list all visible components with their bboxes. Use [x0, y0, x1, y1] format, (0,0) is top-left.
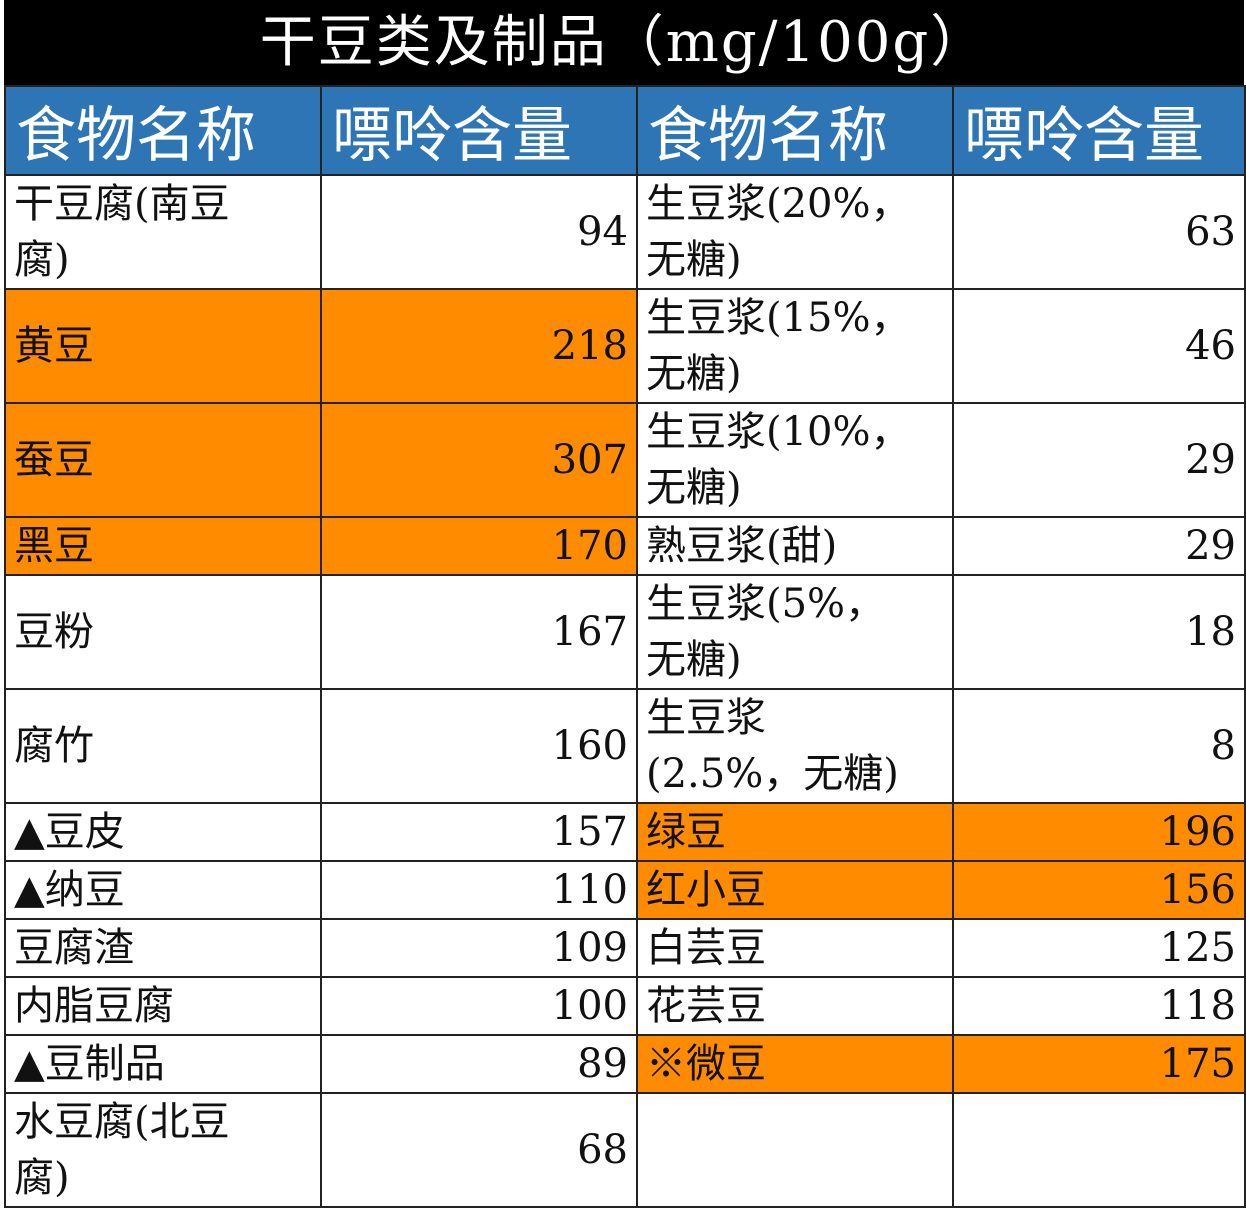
purine-value: 307	[320, 402, 638, 518]
food-name: 豆腐渣	[14, 925, 134, 971]
purine-value	[952, 1092, 1246, 1208]
food-name: ▲豆制品	[14, 1041, 165, 1087]
table-row: 腐竹 160 生豆浆(2.5%，无糖) 8	[4, 688, 1246, 804]
purine-value: 170	[320, 516, 638, 576]
table-row: 干豆腐(南豆腐) 94 生豆浆(20%，无糖) 63	[4, 174, 1246, 290]
purine-table: 食物名称 嘌呤含量 食物名称 嘌呤含量 干豆腐(南豆腐) 94 生豆浆(20%，无糖…	[4, 85, 1246, 1208]
food-name: 生豆浆(10%，无糖)	[646, 409, 911, 511]
food-name: 内脂豆腐	[14, 983, 174, 1029]
purine-value: 218	[320, 288, 638, 404]
purine-value: 175	[952, 1034, 1246, 1094]
purine-value: 157	[320, 802, 638, 862]
food-name: 黄豆	[14, 323, 94, 369]
food-name: 水豆腐(北豆腐)	[14, 1099, 230, 1201]
table-row: ▲豆制品 89 ※微豆 175	[4, 1034, 1246, 1094]
purine-value: 125	[952, 918, 1246, 978]
purine-value: 89	[320, 1034, 638, 1094]
food-name-cell: ▲豆皮	[4, 802, 322, 862]
food-name-cell: 豆粉	[4, 574, 322, 690]
food-name-cell: 生豆浆(10%，无糖)	[636, 402, 954, 518]
food-name-cell: 蚕豆	[4, 402, 322, 518]
food-name-cell: 熟豆浆(甜)	[636, 516, 954, 576]
food-name-cell: 水豆腐(北豆腐)	[4, 1092, 322, 1208]
purine-value: 63	[952, 174, 1246, 290]
food-name: 生豆浆(20%，无糖)	[646, 181, 911, 283]
food-name: 红小豆	[646, 867, 766, 913]
purine-table-document: 干豆类及制品（mg/100g） 食物名称 嘌呤含量 食物名称 嘌呤含量 干豆腐(…	[4, 0, 1246, 1208]
food-name: ▲纳豆	[14, 867, 125, 913]
food-name-cell: ▲豆制品	[4, 1034, 322, 1094]
food-name: 生豆浆(15%，无糖)	[646, 295, 911, 397]
food-name-cell: 生豆浆(5%，无糖)	[636, 574, 954, 690]
food-name: 豆粉	[14, 609, 94, 655]
food-name: ※微豆	[646, 1041, 766, 1087]
table-title: 干豆类及制品（mg/100g）	[4, 0, 1244, 85]
food-name-cell: 白芸豆	[636, 918, 954, 978]
food-name: 生豆浆(5%，无糖)	[646, 581, 886, 683]
purine-value: 8	[952, 688, 1246, 804]
table-row: ▲豆皮 157 绿豆 196	[4, 802, 1246, 862]
table-row: 黄豆 218 生豆浆(15%，无糖) 46	[4, 288, 1246, 404]
food-name-cell: 生豆浆(15%，无糖)	[636, 288, 954, 404]
food-name-cell: 生豆浆(2.5%，无糖)	[636, 688, 954, 804]
food-name: 蚕豆	[14, 437, 94, 483]
purine-value: 94	[320, 174, 638, 290]
purine-value: 109	[320, 918, 638, 978]
purine-value: 167	[320, 574, 638, 690]
food-name-cell: ▲纳豆	[4, 860, 322, 920]
header-food-name: 食物名称	[4, 85, 322, 176]
purine-value: 196	[952, 802, 1246, 862]
food-name: 花芸豆	[646, 983, 766, 1029]
food-name: 干豆腐(南豆腐)	[14, 181, 230, 283]
food-name: 黑豆	[14, 523, 94, 569]
food-name: 生豆浆(2.5%，无糖)	[646, 695, 899, 797]
purine-value: 100	[320, 976, 638, 1036]
food-name-cell: 绿豆	[636, 802, 954, 862]
purine-value: 46	[952, 288, 1246, 404]
table-row: 内脂豆腐 100 花芸豆 118	[4, 976, 1246, 1036]
header-purine-content: 嘌呤含量	[320, 85, 638, 176]
food-name-cell: 花芸豆	[636, 976, 954, 1036]
purine-value: 29	[952, 402, 1246, 518]
table-row: 水豆腐(北豆腐) 68	[4, 1092, 1246, 1208]
purine-value: 156	[952, 860, 1246, 920]
food-name-cell: 腐竹	[4, 688, 322, 804]
table-row: ▲纳豆 110 红小豆 156	[4, 860, 1246, 920]
food-name-cell: 豆腐渣	[4, 918, 322, 978]
table-row: 蚕豆 307 生豆浆(10%，无糖) 29	[4, 402, 1246, 518]
header-food-name: 食物名称	[636, 85, 954, 176]
table-row: 豆粉 167 生豆浆(5%，无糖) 18	[4, 574, 1246, 690]
header-row: 食物名称 嘌呤含量 食物名称 嘌呤含量	[4, 85, 1246, 176]
food-name-cell: ※微豆	[636, 1034, 954, 1094]
food-name-cell	[636, 1092, 954, 1208]
food-name-cell: 干豆腐(南豆腐)	[4, 174, 322, 290]
food-name-cell: 生豆浆(20%，无糖)	[636, 174, 954, 290]
food-name-cell: 黄豆	[4, 288, 322, 404]
food-name: 熟豆浆(甜)	[646, 523, 838, 569]
food-name: 白芸豆	[646, 925, 766, 971]
table-row: 豆腐渣 109 白芸豆 125	[4, 918, 1246, 978]
purine-value: 29	[952, 516, 1246, 576]
food-name-cell: 黑豆	[4, 516, 322, 576]
purine-value: 68	[320, 1092, 638, 1208]
table-row: 黑豆 170 熟豆浆(甜) 29	[4, 516, 1246, 576]
purine-value: 110	[320, 860, 638, 920]
purine-value: 18	[952, 574, 1246, 690]
food-name: ▲豆皮	[14, 809, 125, 855]
food-name-cell: 红小豆	[636, 860, 954, 920]
header-purine-content: 嘌呤含量	[952, 85, 1246, 176]
food-name: 绿豆	[646, 809, 726, 855]
purine-value: 118	[952, 976, 1246, 1036]
purine-value: 160	[320, 688, 638, 804]
food-name-cell: 内脂豆腐	[4, 976, 322, 1036]
food-name: 腐竹	[14, 723, 94, 769]
